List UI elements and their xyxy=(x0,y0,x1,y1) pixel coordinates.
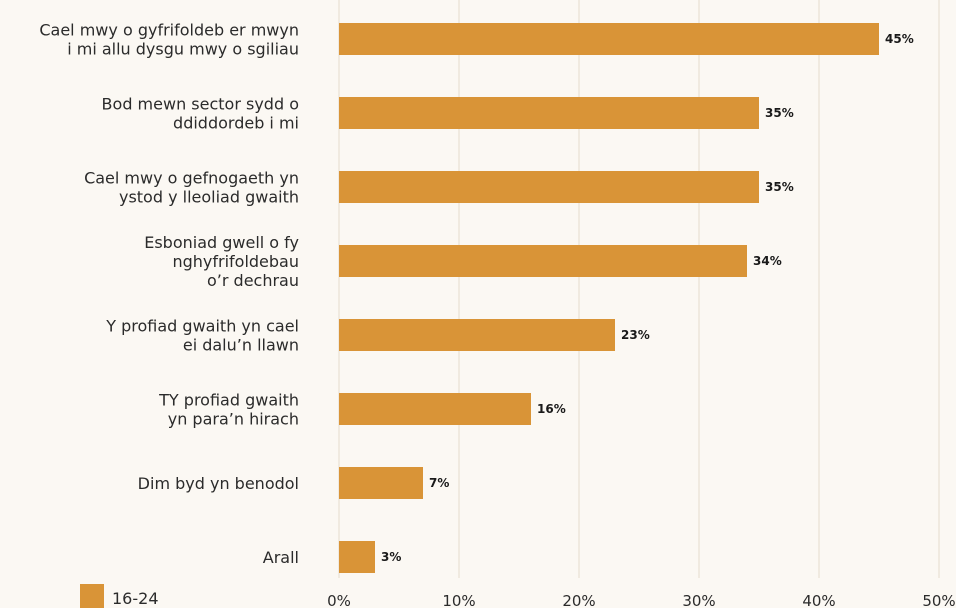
category-label: Dim byd yn benodol xyxy=(138,474,299,493)
x-tick-label: 20% xyxy=(562,592,595,608)
legend: 16-24 xyxy=(80,584,159,608)
x-tick-label: 30% xyxy=(682,592,715,608)
x-tick-label: 0% xyxy=(327,592,351,608)
category-label-line: ddiddordeb i mi xyxy=(173,114,299,133)
category-labels: Cael mwy o gyfrifoldeb er mwyn i mi allu … xyxy=(39,21,299,568)
category-label-line: Bod mewn sector sydd o xyxy=(102,95,299,114)
category-label-line: Cael mwy o gyfrifoldeb er mwyn xyxy=(39,21,299,40)
value-label: 35% xyxy=(765,106,794,120)
category-label: Arall xyxy=(263,548,299,567)
category-label: Esboniad gwell o fy nghyfrifoldebau o’r de… xyxy=(144,233,299,290)
bar xyxy=(339,541,375,573)
category-label-line: ei dalu’n llawn xyxy=(183,336,299,355)
legend-swatch xyxy=(80,584,104,608)
category-label-line: Cael mwy o gefnogaeth yn xyxy=(84,169,299,188)
value-label: 34% xyxy=(753,254,782,268)
category-label-line: TY profiad gwaith xyxy=(158,391,299,410)
category-label: TY profiad gwaith yn para’n hirach xyxy=(158,391,299,429)
category-label-line: Esboniad gwell o fy xyxy=(144,233,299,252)
category-label-line: Y profiad gwaith yn cael xyxy=(105,317,299,336)
bars xyxy=(339,23,879,573)
category-label: Bod mewn sector sydd o ddiddordeb i mi xyxy=(102,95,299,133)
x-tick-label: 10% xyxy=(442,592,475,608)
category-label-line: i mi allu dysgu mwy o sgiliau xyxy=(67,40,299,59)
category-label: Cael mwy o gefnogaeth yn ystod y lleoliad… xyxy=(84,169,299,207)
value-label: 7% xyxy=(429,476,449,490)
category-label-line: ystod y lleoliad gwaith xyxy=(119,188,299,207)
category-label-line: nghyfrifoldebau xyxy=(172,252,299,271)
value-label: 35% xyxy=(765,180,794,194)
category-label-line: Arall xyxy=(263,548,299,567)
bar xyxy=(339,245,747,277)
category-label: Cael mwy o gyfrifoldeb er mwyn i mi allu … xyxy=(39,21,299,59)
value-label: 3% xyxy=(381,550,401,564)
bar xyxy=(339,97,759,129)
category-label-line: Dim byd yn benodol xyxy=(138,474,299,493)
value-label: 16% xyxy=(537,402,566,416)
bar xyxy=(339,23,879,55)
gridlines xyxy=(338,0,940,578)
bar xyxy=(339,393,531,425)
x-tick-labels: 0% 10% 20% 30% 40% 50% xyxy=(327,592,956,608)
x-tick-label: 40% xyxy=(802,592,835,608)
category-label-line: yn para’n hirach xyxy=(168,410,299,429)
value-label: 23% xyxy=(621,328,650,342)
value-label: 45% xyxy=(885,32,914,46)
legend-label: 16-24 xyxy=(112,588,159,608)
bar xyxy=(339,467,423,499)
x-tick-label: 50% xyxy=(922,592,955,608)
category-label-line: o’r dechrau xyxy=(207,271,299,290)
value-labels: 45% 35% 35% 34% 23% 16% 7% 3% xyxy=(381,32,914,564)
bar xyxy=(339,319,615,351)
bar xyxy=(339,171,759,203)
category-label: Y profiad gwaith yn cael ei dalu’n llawn xyxy=(105,317,299,355)
